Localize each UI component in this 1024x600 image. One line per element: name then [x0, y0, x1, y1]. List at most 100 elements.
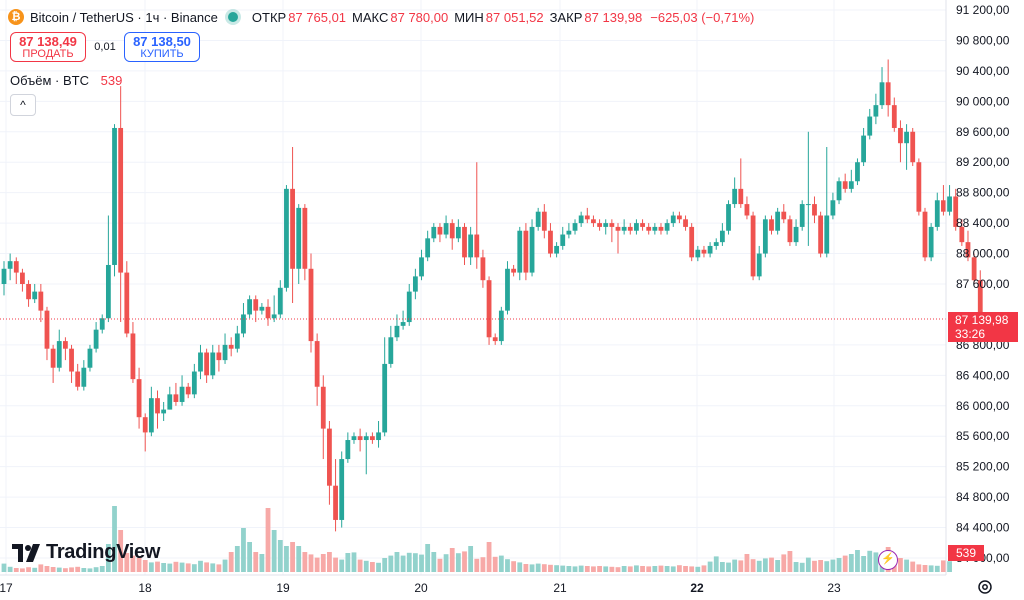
volume-bar: [701, 565, 707, 572]
symbol-title[interactable]: Bitcoin / TetherUS · 1ч · Binance: [30, 9, 218, 25]
candle-body: [928, 226, 934, 258]
open-value: 87 765,01: [288, 9, 347, 25]
high-value: 87 780,00: [390, 9, 449, 25]
time-tick-label: 17: [0, 581, 13, 595]
sell-button[interactable]: 87 138,49 ПРОДАТЬ: [10, 32, 86, 62]
volume-bar: [812, 560, 817, 572]
volume-bar: [204, 562, 210, 572]
volume-bar: [468, 546, 474, 572]
candle-body: [750, 215, 756, 277]
candle-body: [812, 204, 817, 216]
candle-body: [142, 417, 148, 433]
candle-body: [50, 348, 56, 368]
candle-body: [75, 371, 81, 387]
volume-bar: [148, 562, 154, 572]
candle-body: [775, 211, 781, 231]
volume-bar: [394, 552, 400, 572]
gear-icon[interactable]: [976, 578, 994, 596]
candle-body: [529, 226, 535, 273]
volume-bar: [732, 559, 738, 572]
tradingview-logo[interactable]: TradingView: [12, 541, 160, 564]
price-tick-label: 86 400,00: [956, 368, 1010, 382]
volume-bar: [284, 546, 289, 572]
candle-body: [1, 268, 7, 284]
candle-body: [916, 162, 922, 212]
candle-body: [400, 322, 406, 326]
price-tick-label: 84 800,00: [956, 490, 1010, 504]
candle-body: [412, 276, 418, 292]
volume-bars: [1, 506, 952, 572]
volume-bar: [474, 558, 480, 572]
price-axis: 91 200,00 90 800,00 90 400,00 90 000,00 89 6…: [956, 3, 1010, 565]
buy-button[interactable]: 87 138,50 КУПИТЬ: [124, 32, 200, 62]
volume-bar: [572, 566, 578, 572]
volume-bar: [412, 553, 418, 572]
price-tick-label: 90 400,00: [956, 64, 1010, 78]
candle-body: [265, 306, 271, 319]
candle-body: [609, 223, 615, 227]
candle-body: [185, 386, 191, 395]
volume-bar: [363, 560, 369, 572]
close-value: 87 139,98: [584, 9, 643, 25]
candle-body: [63, 341, 68, 349]
trade-panel: 87 138,49 ПРОДАТЬ 0,01 87 138,50 КУПИТЬ: [10, 32, 200, 62]
volume-bar: [744, 554, 750, 572]
candle-body: [505, 268, 510, 311]
time-axis: 17 18 19 20 21 22 23: [0, 581, 841, 595]
volume-bar: [584, 566, 590, 572]
candle-body: [658, 226, 664, 231]
low-label: МИН: [454, 9, 484, 25]
volume-bar: [56, 567, 62, 572]
volume-bar: [234, 546, 240, 572]
candle-body: [32, 291, 38, 300]
candle-body: [947, 196, 952, 212]
candle-body: [296, 207, 302, 269]
volume-bar: [541, 564, 547, 572]
candle-body: [437, 226, 443, 235]
volume-bar: [664, 566, 670, 572]
candle-body: [677, 215, 682, 220]
candle-body: [210, 352, 216, 376]
candle-body: [634, 223, 639, 231]
candle-body: [965, 242, 971, 258]
candle-body: [130, 333, 136, 380]
price-tick-label: 88 000,00: [956, 247, 1010, 261]
volume-bar: [75, 566, 81, 572]
collapse-legend-button[interactable]: ^: [10, 94, 36, 116]
candle-body: [891, 105, 897, 128]
volume-bar: [836, 558, 842, 572]
candle-body: [848, 181, 854, 189]
volume-bar: [719, 562, 725, 572]
lightning-icon[interactable]: ⚡: [878, 550, 898, 570]
volume-bar: [922, 565, 928, 572]
price-tick-label: 90 800,00: [956, 33, 1010, 47]
volume-bar: [566, 566, 572, 572]
volume-bar: [388, 555, 394, 572]
sell-price: 87 138,49: [19, 34, 77, 49]
candle-body: [87, 348, 93, 368]
volume-bar: [904, 559, 909, 572]
time-tick-label: 22: [690, 581, 704, 595]
market-status-icon[interactable]: [227, 12, 238, 22]
price-tick-label: 91 200,00: [956, 3, 1010, 17]
volume-bar: [7, 566, 13, 572]
volume-bar: [253, 552, 259, 572]
candle-body: [591, 219, 596, 224]
candle-body: [357, 436, 363, 441]
candle-body: [793, 226, 799, 243]
candle-body: [867, 116, 873, 136]
candle-body: [762, 219, 768, 254]
candle-body: [603, 223, 609, 227]
candle-body: [498, 310, 504, 342]
volume-bar: [345, 553, 351, 572]
candle-body: [241, 314, 246, 334]
volume-bar: [20, 568, 25, 572]
candle-body: [284, 188, 289, 288]
volume-bar: [627, 566, 633, 572]
volume-bar: [603, 566, 609, 572]
volume-legend[interactable]: Объём · BTC 539: [10, 73, 122, 88]
candle-body: [425, 238, 431, 258]
candle-body: [922, 211, 928, 258]
candle-body: [26, 284, 31, 300]
